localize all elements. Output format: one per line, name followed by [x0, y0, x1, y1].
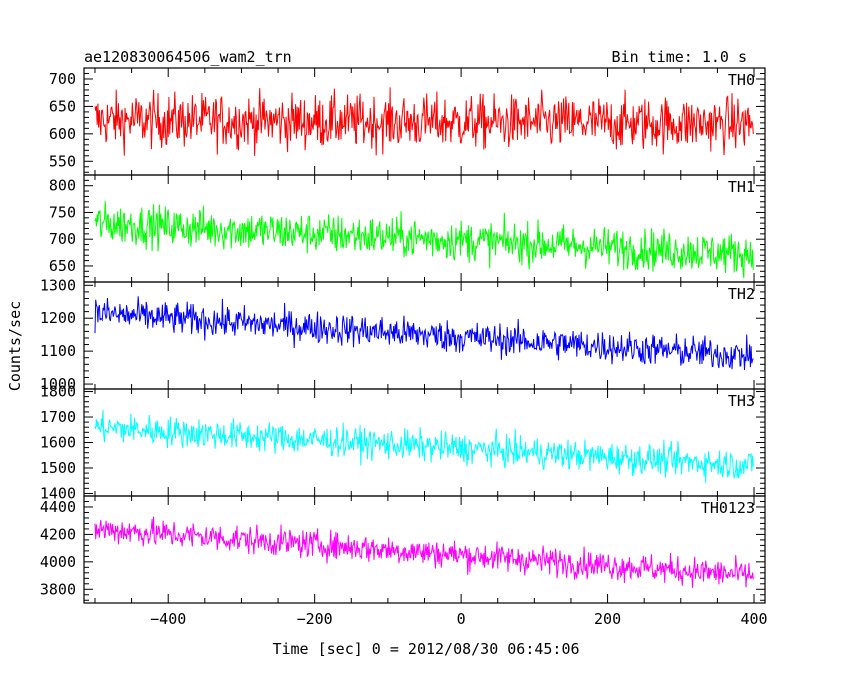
panel-th2: 1000 1100 1200 1300 TH2 [40, 276, 766, 393]
y-tick-label: 1500 [40, 459, 76, 477]
y-tick-label: 4400 [40, 498, 76, 516]
x-tick-label: 400 [740, 610, 767, 628]
series-line-th1 [94, 201, 754, 279]
y-tick-label: 4200 [40, 525, 76, 543]
series-line-th3 [94, 409, 754, 483]
y-tick-label: 550 [49, 152, 76, 170]
panel-th3: 1400 1500 1600 1700 1800 TH3 [40, 383, 766, 502]
series-line-th0123 [94, 516, 754, 588]
panel-th1: 650 700 750 800 TH1 [49, 174, 766, 283]
y-tick-label: 1300 [40, 276, 76, 294]
x-tick-label: 200 [594, 610, 621, 628]
y-tick-label: 650 [49, 257, 76, 275]
y-tick-label: 1700 [40, 408, 76, 426]
y-tick-label: 1400 [40, 484, 76, 502]
y-tick-label: 650 [49, 97, 76, 115]
y-axis-label: Counts/sec [6, 301, 24, 391]
y-tick-label: 700 [49, 70, 76, 88]
y-tick-label: 700 [49, 230, 76, 248]
x-tick-label: −200 [297, 610, 333, 628]
y-tick-label: 1600 [40, 434, 76, 452]
panel-th0123: 3800 4000 4200 4400 TH0123 [40, 495, 766, 604]
x-tick-label: −400 [150, 610, 186, 628]
panel-th0: 550 600 650 700 TH0 [49, 67, 766, 176]
y-tick-label: 4000 [40, 553, 76, 571]
panel-label-th0123: TH0123 [701, 499, 755, 517]
y-tick-label: 1100 [40, 342, 76, 360]
x-tick-label: 0 [457, 610, 466, 628]
series-line-th0 [94, 87, 754, 156]
x-axis-label: Time [sec] 0 = 2012/08/30 06:45:06 [272, 640, 579, 658]
bin-time-label: Bin time: 1.0 s [612, 48, 747, 66]
figure-title: ae120830064506_wam2_trn [84, 48, 292, 66]
y-tick-label: 800 [49, 177, 76, 195]
panel-frame [83, 388, 766, 497]
panel-label-th1: TH1 [728, 178, 755, 196]
y-tick-label: 750 [49, 203, 76, 221]
panel-label-th2: TH2 [728, 285, 755, 303]
series-line-th2 [94, 296, 754, 371]
y-tick-label: 1800 [40, 383, 76, 401]
y-tick-label: 600 [49, 125, 76, 143]
y-tick-label: 3800 [40, 580, 76, 598]
panel-label-th3: TH3 [728, 392, 755, 410]
panel-frame [83, 174, 766, 283]
panel-label-th0: TH0 [728, 71, 755, 89]
y-tick-label: 1000 [40, 375, 76, 393]
y-tick-label: 1200 [40, 309, 76, 327]
